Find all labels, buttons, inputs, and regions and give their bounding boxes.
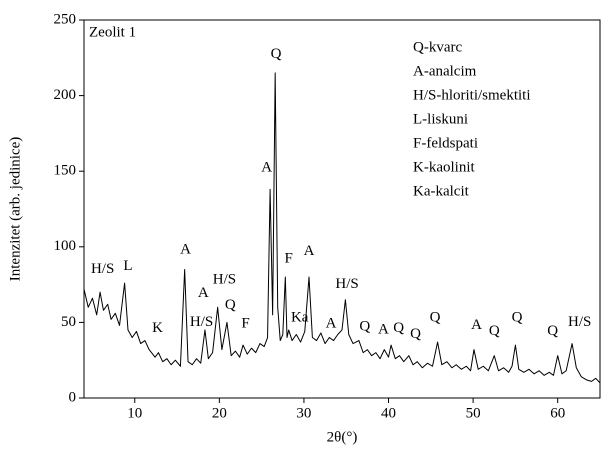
peak-label: Q bbox=[393, 320, 404, 336]
x-tick-label: 40 bbox=[381, 405, 396, 421]
peak-label: H/S bbox=[91, 261, 114, 277]
chart-title: Zeolit 1 bbox=[89, 24, 136, 40]
peak-label: H/S bbox=[190, 314, 213, 330]
peak-label: Q bbox=[359, 318, 370, 334]
x-axis-label: 2θ(°) bbox=[327, 429, 358, 445]
peak-label: Q bbox=[489, 323, 500, 339]
peak-label: H/S bbox=[335, 276, 358, 292]
peak-label: H/S bbox=[213, 272, 236, 288]
legend-entry: K-kaolinit bbox=[413, 159, 475, 175]
y-axis-label: Intenzitet (arb. jedinice) bbox=[7, 137, 23, 282]
y-tick-label: 50 bbox=[61, 314, 76, 330]
peak-label: F bbox=[241, 315, 249, 331]
legend-entry: Ka-kalcit bbox=[413, 183, 470, 199]
peak-label: K bbox=[152, 320, 163, 336]
y-tick-label: 250 bbox=[54, 11, 77, 27]
legend-entry: F-feldspati bbox=[413, 135, 478, 151]
legend-entry: H/S-hloriti/smektiti bbox=[413, 87, 531, 103]
peak-label: H/S bbox=[568, 314, 591, 330]
x-tick-label: 50 bbox=[466, 405, 481, 421]
y-tick-label: 200 bbox=[54, 87, 77, 103]
peak-label: L bbox=[123, 258, 132, 274]
x-tick-label: 30 bbox=[296, 405, 311, 421]
peak-label: Q bbox=[512, 309, 523, 325]
peak-label: Q bbox=[547, 323, 558, 339]
peak-label: A bbox=[198, 285, 209, 301]
peak-label: A bbox=[304, 243, 315, 259]
y-tick-label: 0 bbox=[69, 389, 77, 405]
y-tick-label: 100 bbox=[54, 238, 77, 254]
legend-entry: Q-kvarc bbox=[413, 39, 462, 55]
peak-label: Q bbox=[430, 309, 441, 325]
legend-entry: L-liskuni bbox=[413, 111, 468, 127]
peak-label: Q bbox=[410, 326, 421, 342]
legend-entry: A-analcim bbox=[413, 63, 477, 79]
peak-label: Ka bbox=[291, 309, 309, 325]
y-tick-label: 150 bbox=[54, 163, 77, 179]
peak-label: A bbox=[180, 241, 191, 257]
plot-frame bbox=[83, 19, 601, 399]
peak-label: F bbox=[285, 250, 293, 266]
x-tick-label: 20 bbox=[212, 405, 227, 421]
peak-label: Q bbox=[225, 297, 236, 313]
peak-label: A bbox=[261, 160, 272, 176]
x-tick-label: 60 bbox=[550, 405, 565, 421]
peak-label: A bbox=[378, 321, 389, 337]
peak-label: Q bbox=[271, 46, 282, 62]
x-tick-label: 10 bbox=[127, 405, 142, 421]
xrd-line bbox=[83, 72, 601, 384]
peak-label: A bbox=[326, 315, 337, 331]
peak-label: A bbox=[471, 317, 482, 333]
